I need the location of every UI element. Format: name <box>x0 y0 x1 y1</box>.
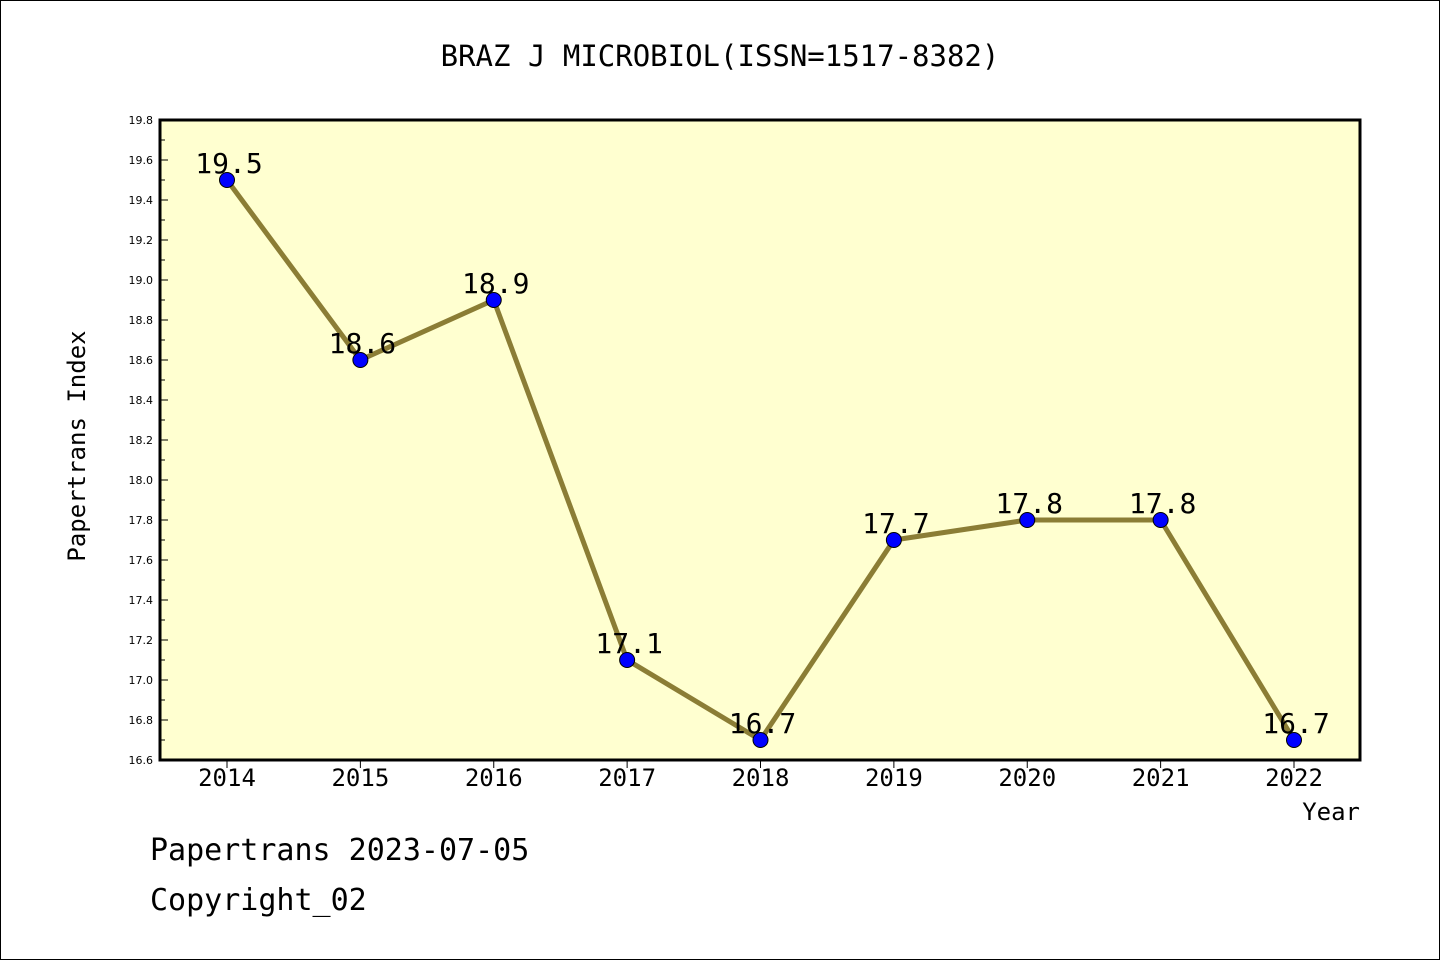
series-line-group: 19.5 18.6 18.9 17.1 16.7 17.7 17.8 17.8 16.7 <box>195 147 1330 748</box>
y-tick-label: 19.2 <box>129 234 154 247</box>
y-tick-label: 18.8 <box>129 314 154 327</box>
x-tick-label: 2021 <box>1132 764 1190 792</box>
y-tick-label: 17.8 <box>129 514 154 527</box>
plot-area <box>158 118 1362 762</box>
x-axis: 2014 2015 2016 2017 2018 2019 2020 2021 2022 <box>198 760 1323 792</box>
data-point <box>885 532 902 548</box>
y-tick-label: 19.8 <box>129 114 154 127</box>
data-label: 19.5 <box>195 147 262 180</box>
y-tick-label: 19.0 <box>129 274 154 287</box>
x-tick-label: 2022 <box>1265 764 1323 792</box>
x-tick-label: 2014 <box>198 764 256 792</box>
data-label: 17.8 <box>996 487 1063 520</box>
y-tick-label: 17.2 <box>129 634 154 647</box>
data-point <box>752 732 769 748</box>
chart-title: BRAZ J MICROBIOL(ISSN=1517-8382) <box>441 39 1000 73</box>
x-tick-label: 2018 <box>732 764 790 792</box>
data-label: 16.7 <box>729 707 796 740</box>
data-label: 16.7 <box>1262 707 1329 740</box>
y-axis-label: Papertrans Index <box>63 330 91 561</box>
y-tick-label: 18.2 <box>129 434 154 447</box>
data-label: 18.9 <box>462 267 529 300</box>
footer-date: Papertrans 2023-07-05 <box>150 833 530 868</box>
x-tick-label: 2020 <box>998 764 1056 792</box>
y-tick-label: 16.8 <box>129 714 154 727</box>
y-tick-label: 18.4 <box>129 394 154 407</box>
data-point <box>619 652 636 668</box>
y-tick-label: 17.4 <box>129 594 154 607</box>
x-axis-label: Year <box>1302 798 1360 826</box>
data-point <box>219 172 235 188</box>
data-label: 18.6 <box>329 327 396 360</box>
y-tick-label: 19.4 <box>129 194 154 207</box>
data-point <box>1286 732 1302 748</box>
y-tick-label: 17.0 <box>129 674 154 687</box>
y-tick-label: 18.0 <box>129 474 154 487</box>
data-point <box>1019 512 1036 528</box>
y-tick-label: 19.6 <box>129 154 154 167</box>
data-label: 17.8 <box>1129 487 1196 520</box>
footer-copyright: Copyright_02 <box>150 883 367 918</box>
x-tick-label: 2015 <box>331 764 389 792</box>
data-label: 17.7 <box>862 507 929 540</box>
data-point <box>1152 512 1169 528</box>
x-tick-label: 2019 <box>865 764 923 792</box>
data-label: 17.1 <box>595 627 662 660</box>
y-tick-label: 16.6 <box>129 754 154 767</box>
data-point <box>352 352 369 368</box>
x-tick-label: 2017 <box>598 764 656 792</box>
y-tick-label: 17.6 <box>129 554 154 567</box>
data-point <box>485 292 502 308</box>
x-tick-label: 2016 <box>465 764 523 792</box>
y-axis: 16.6 16.8 17.0 17.2 17.4 17.6 17.8 18.0 18.2 18.4… <box>129 114 168 767</box>
y-tick-label: 18.6 <box>129 354 154 367</box>
